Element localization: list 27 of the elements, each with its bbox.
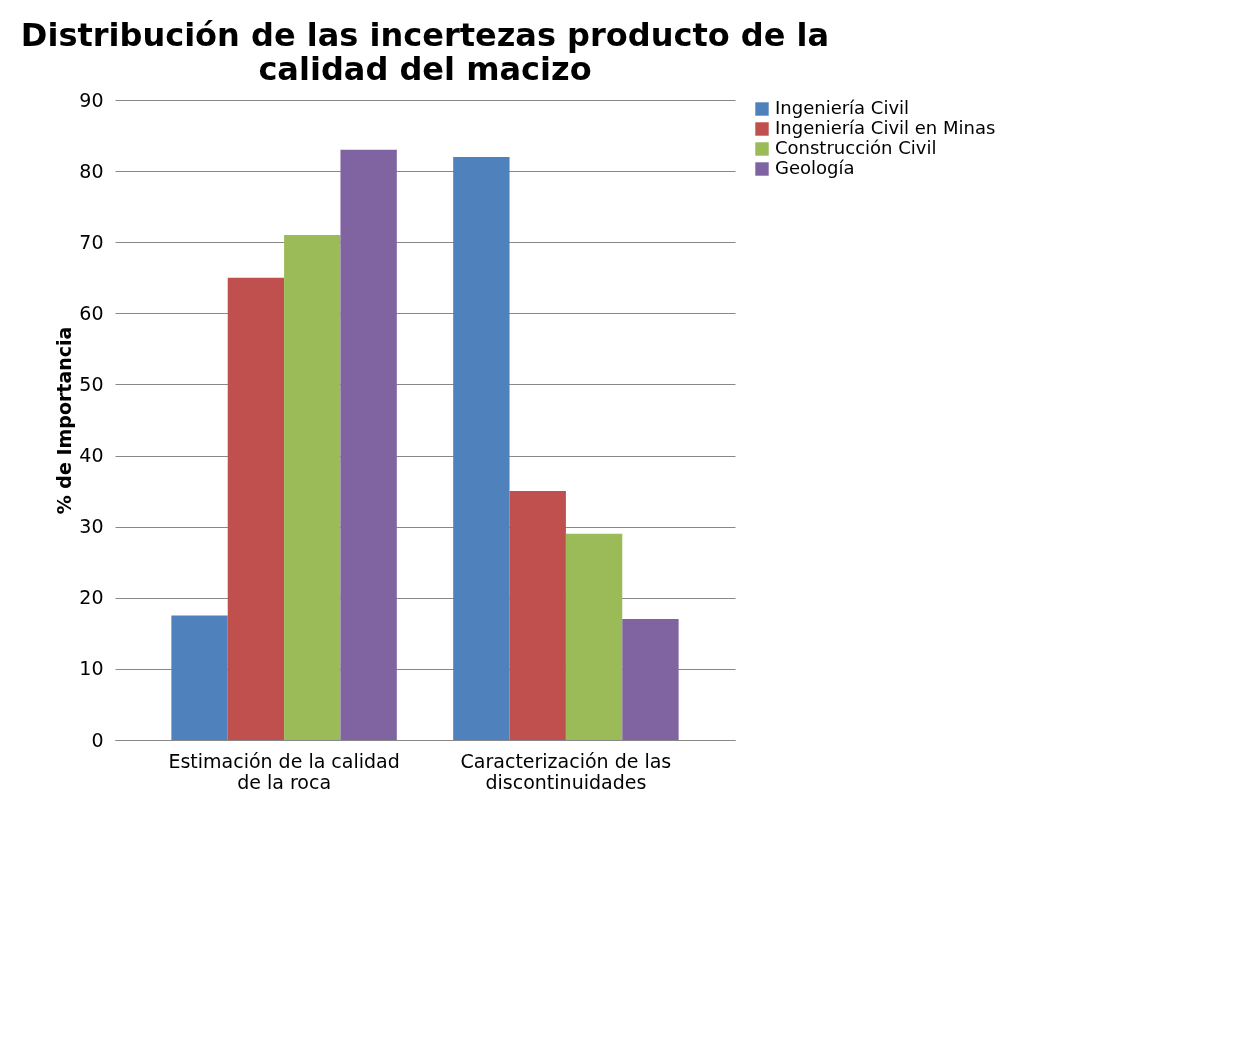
category-label: Estimación de la calidad xyxy=(168,749,400,772)
bar xyxy=(565,533,623,740)
bar xyxy=(509,491,566,740)
y-tick-label: 40 xyxy=(79,444,104,467)
bar xyxy=(171,615,228,740)
y-tick-label: 20 xyxy=(79,586,104,609)
bar xyxy=(453,156,510,740)
y-tick-label: 60 xyxy=(79,301,104,324)
category-label: de la roca xyxy=(237,770,332,793)
y-tick-label: 10 xyxy=(79,657,104,680)
y-axis-title: % de Importancia xyxy=(53,326,76,515)
legend-label: Ingeniería Civil xyxy=(775,97,910,118)
y-tick-label: 30 xyxy=(79,515,104,538)
category-label: discontinuidades xyxy=(485,770,647,793)
y-tick-label: 70 xyxy=(79,230,104,253)
legend-label: Ingeniería Civil en Minas xyxy=(775,117,996,138)
bar xyxy=(340,149,397,740)
y-tick-label: 50 xyxy=(79,372,104,395)
bar xyxy=(622,619,679,740)
bar xyxy=(284,235,341,740)
legend-label: Geología xyxy=(775,157,855,178)
y-tick-label: 90 xyxy=(79,88,104,111)
legend-label: Construcción Civil xyxy=(775,137,937,158)
y-tick-label: 80 xyxy=(79,159,104,182)
bar xyxy=(227,277,285,740)
category-label: Caracterización de las xyxy=(460,749,672,772)
y-tick-label: 0 xyxy=(91,728,104,751)
